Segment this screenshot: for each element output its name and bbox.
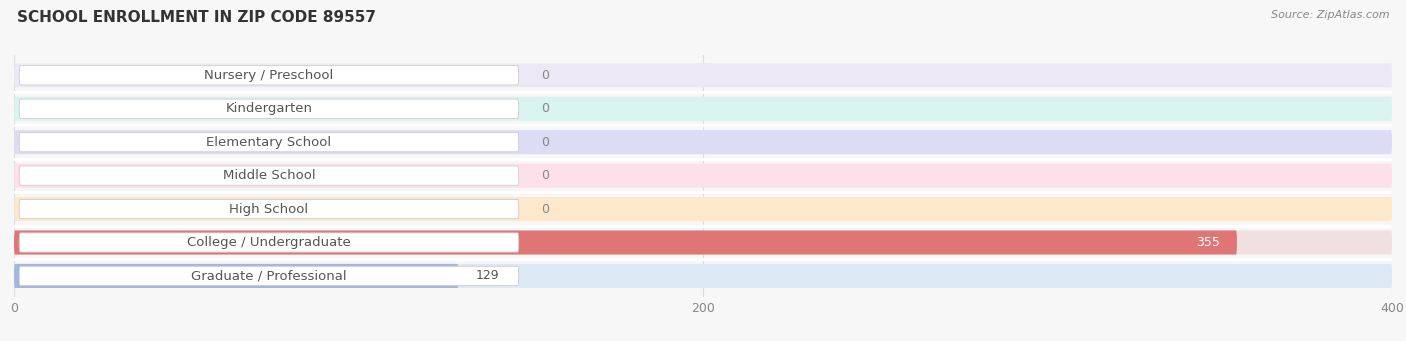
Text: 355: 355 [1197,236,1220,249]
FancyBboxPatch shape [14,63,1392,87]
FancyBboxPatch shape [14,197,1392,221]
FancyBboxPatch shape [20,233,519,252]
Text: 0: 0 [541,169,550,182]
FancyBboxPatch shape [20,66,519,85]
FancyBboxPatch shape [14,231,1237,254]
Text: SCHOOL ENROLLMENT IN ZIP CODE 89557: SCHOOL ENROLLMENT IN ZIP CODE 89557 [17,10,375,25]
Text: Middle School: Middle School [222,169,315,182]
FancyBboxPatch shape [14,130,1392,154]
Text: 0: 0 [541,69,550,82]
Text: 129: 129 [475,269,499,282]
FancyBboxPatch shape [14,231,1392,254]
FancyBboxPatch shape [20,199,519,219]
FancyBboxPatch shape [14,264,458,288]
Text: 0: 0 [541,102,550,115]
Text: Source: ZipAtlas.com: Source: ZipAtlas.com [1271,10,1389,20]
FancyBboxPatch shape [20,166,519,185]
Text: College / Undergraduate: College / Undergraduate [187,236,352,249]
FancyBboxPatch shape [14,164,1392,188]
FancyBboxPatch shape [20,266,519,285]
Text: Graduate / Professional: Graduate / Professional [191,269,347,282]
Text: Kindergarten: Kindergarten [225,102,312,115]
Text: 0: 0 [541,203,550,216]
FancyBboxPatch shape [20,99,519,118]
Text: Nursery / Preschool: Nursery / Preschool [204,69,333,82]
FancyBboxPatch shape [14,264,1392,288]
Text: Elementary School: Elementary School [207,136,332,149]
FancyBboxPatch shape [20,133,519,152]
Text: High School: High School [229,203,308,216]
Text: 0: 0 [541,136,550,149]
FancyBboxPatch shape [14,97,1392,121]
